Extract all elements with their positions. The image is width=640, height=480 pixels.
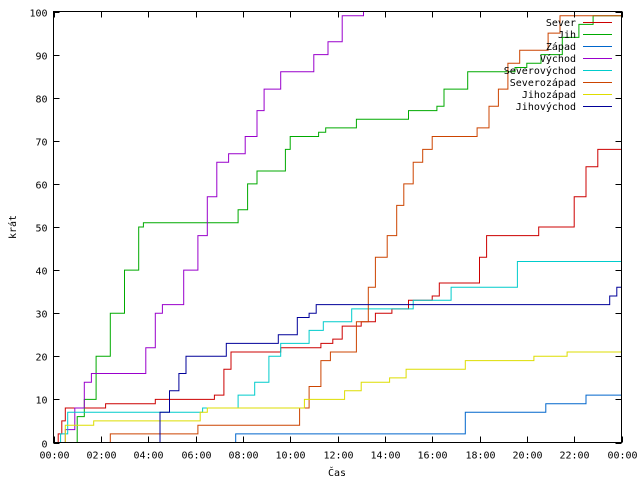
x-tick-label: 06:00 [181, 451, 211, 462]
x-tick-label: 22:00 [559, 451, 589, 462]
y-tick-label: 10 [35, 396, 47, 407]
y-tick-label: 20 [35, 353, 47, 364]
legend-label-severozapad: Severozápad [510, 77, 576, 89]
ticks-layer: 0 10 20 30 40 50 60 70 80 90 100 00:00 02:00 04:00 06:… [29, 9, 637, 462]
y-tick-label: 80 [35, 95, 47, 106]
y-tick-label: 0 [41, 440, 47, 451]
x-tick-label: 12:00 [323, 451, 353, 462]
y-tick-label: 50 [35, 224, 47, 235]
y-tick-label: 60 [35, 181, 47, 192]
x-tick-label: 00:00 [607, 451, 637, 462]
series-line-sever [53, 140, 622, 443]
series-layer [53, 11, 622, 443]
y-tick-label: 40 [35, 267, 47, 278]
series-line-zapad [53, 394, 622, 443]
legend-label-sever: Sever [546, 18, 576, 29]
y-axis-title: krát [7, 215, 19, 239]
x-tick-label: 20:00 [512, 451, 542, 462]
x-tick-label: 16:00 [417, 451, 447, 462]
x-tick-label: 18:00 [465, 451, 495, 462]
series-line-jih [53, 11, 622, 443]
series-line-jihozapad [53, 351, 622, 443]
x-tick-label: 08:00 [228, 451, 258, 462]
y-tick-label: 70 [35, 138, 47, 149]
x-tick-label: 02:00 [86, 451, 116, 462]
x-tick-label: 04:00 [133, 451, 163, 462]
x-tick-label: 14:00 [370, 451, 400, 462]
legend: SeverJihZápadVýchodSeverovýchodSeverozáp… [504, 18, 612, 113]
legend-label-severovychod: Severovýchod [504, 65, 576, 77]
y-tick-label: 90 [35, 52, 47, 63]
y-tick-label: 100 [29, 9, 47, 20]
series-line-vychod [53, 11, 364, 443]
plot-frame [53, 11, 622, 443]
x-tick-label: 00:00 [39, 451, 69, 462]
x-axis-title: Čas [328, 466, 346, 479]
legend-label-jih: Jih [558, 30, 576, 41]
y-tick-label: 30 [35, 310, 47, 321]
legend-label-jihovychod: Jihovýchod [516, 101, 576, 113]
x-tick-label: 10:00 [275, 451, 305, 462]
legend-label-zapad: Západ [546, 41, 576, 53]
series-line-jihovychod [53, 278, 622, 443]
legend-label-jihozapad: Jihozápad [522, 89, 576, 101]
legend-label-vychod: Východ [540, 53, 576, 65]
